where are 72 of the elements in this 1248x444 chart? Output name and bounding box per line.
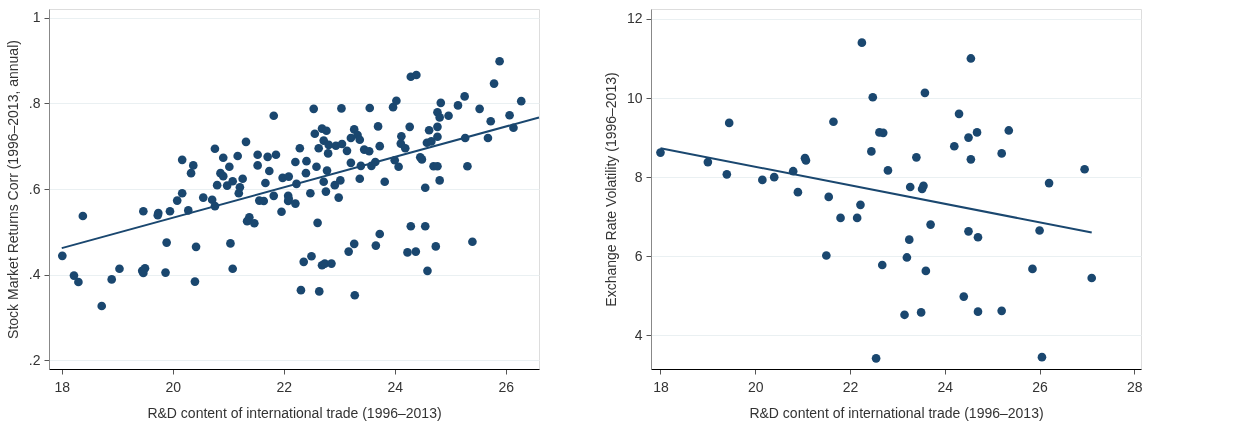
point <box>997 306 1007 316</box>
point <box>1080 164 1089 174</box>
point <box>902 253 912 262</box>
point <box>1044 178 1054 188</box>
point <box>912 153 921 162</box>
point <box>949 141 959 151</box>
y-axis-title: Exchange Rate Volatility (1996–2013) <box>602 72 619 307</box>
y-tick-label: 10 <box>626 89 643 106</box>
point <box>1037 352 1047 362</box>
x-tick-label: 28 <box>1127 378 1143 395</box>
x-axis-title: R&D content of international trade (1996–2013) <box>749 404 1044 421</box>
point <box>997 149 1007 158</box>
point <box>904 235 914 244</box>
x-tick-label: 24 <box>387 378 404 395</box>
point <box>973 307 983 316</box>
point <box>916 308 926 317</box>
point <box>656 148 665 157</box>
point <box>852 213 862 223</box>
y-tick-label: 12 <box>626 10 643 27</box>
point <box>871 354 881 363</box>
x-tick-label: 20 <box>165 378 182 395</box>
x-tick-label: 18 <box>54 378 71 395</box>
x-tick-label: 26 <box>1032 378 1049 395</box>
point <box>722 170 732 179</box>
point <box>856 200 865 210</box>
point <box>724 118 734 128</box>
point <box>793 187 803 197</box>
point <box>867 147 876 156</box>
point <box>769 172 779 182</box>
point <box>964 227 973 236</box>
point <box>1087 273 1097 283</box>
point <box>973 232 983 242</box>
point <box>824 192 834 202</box>
point <box>1004 126 1014 135</box>
x-tick-label: 24 <box>937 378 954 395</box>
x-axis-title: R&D content of international trade (1996–2013) <box>147 404 442 421</box>
point <box>877 260 887 270</box>
x-tick-label: 20 <box>747 378 764 395</box>
point <box>920 88 930 98</box>
y-tick-label: .2 <box>28 351 41 368</box>
y-tick-label: 4 <box>634 326 643 343</box>
point <box>868 92 878 102</box>
y-tick-label: 1 <box>32 9 41 26</box>
point <box>959 292 969 301</box>
point <box>836 213 845 223</box>
y-tick-label: .8 <box>28 94 41 111</box>
point <box>905 182 915 192</box>
point <box>900 310 909 320</box>
x-tick-label: 22 <box>276 378 293 395</box>
point <box>1028 264 1037 274</box>
point <box>964 133 973 142</box>
point <box>758 175 767 185</box>
point <box>703 157 713 167</box>
y-tick-label: 8 <box>634 168 643 185</box>
point <box>972 128 982 137</box>
x-tick-label: 18 <box>653 378 669 395</box>
y-axis-title: Stock Market Returns Corr (1996–2013, annual) <box>4 40 21 339</box>
point <box>966 155 976 164</box>
x-tick-label: 22 <box>842 378 859 395</box>
point <box>857 38 867 47</box>
point <box>829 117 838 127</box>
point <box>954 109 964 119</box>
y-tick-label: .6 <box>28 180 41 197</box>
point <box>966 54 976 63</box>
x-tick-label: 26 <box>498 378 515 395</box>
y-tick-label: .4 <box>28 266 41 283</box>
point <box>926 220 935 229</box>
point <box>822 251 831 260</box>
point <box>921 266 931 276</box>
y-tick-label: 6 <box>634 247 643 264</box>
point <box>1035 226 1044 235</box>
point <box>883 166 893 175</box>
